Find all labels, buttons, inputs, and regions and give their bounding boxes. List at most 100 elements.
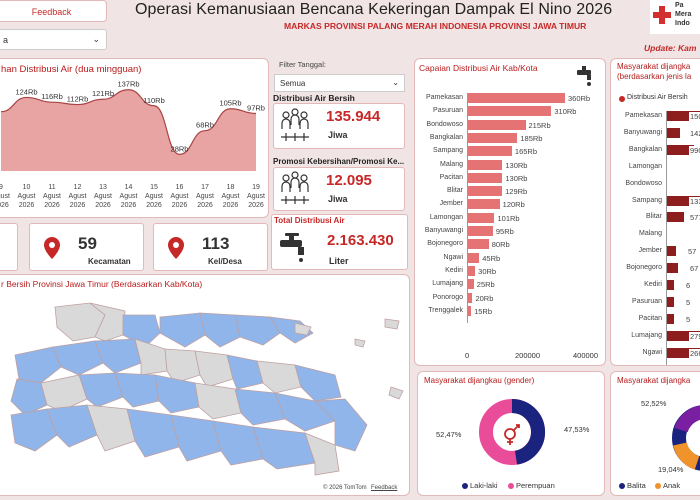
jenis-bar-value: 1330 <box>689 196 700 206</box>
kab-bar[interactable] <box>467 172 503 183</box>
map-region <box>354 338 366 348</box>
kab-bar-value: 95Rb <box>495 227 514 236</box>
legend-dot <box>619 96 625 102</box>
kab-bar[interactable] <box>467 305 472 316</box>
jenis-bar-value: 1509 <box>689 112 700 121</box>
jenis-bar[interactable] <box>666 212 684 223</box>
map-feedback-link[interactable]: Feedback <box>371 485 398 491</box>
map-region <box>40 374 88 412</box>
kab-bar[interactable] <box>467 159 503 170</box>
kab-panel: Capaian Distribusi Air Kab/Kota Pamekasa… <box>414 58 606 366</box>
location-pin-icon <box>168 237 184 259</box>
kab-bar-label: Lumajang <box>432 280 463 288</box>
kab-bar[interactable] <box>467 239 489 250</box>
jenis-bar[interactable] <box>666 330 700 341</box>
jenis-bar[interactable] <box>666 347 700 358</box>
jenis-bar[interactable] <box>666 111 700 121</box>
chevron-down-icon: ⌄ <box>392 78 399 87</box>
usia-panel: Masyarakat dijangka 52,52% 19,04% Balita… <box>610 371 700 496</box>
map-panel: r Bersih Provinsi Jawa Timur (Berdasarka… <box>0 274 410 496</box>
feedback-button[interactable]: Feedback <box>0 0 107 22</box>
map-region <box>256 360 302 394</box>
jenis-bar-value: 577 <box>689 213 700 223</box>
map-region <box>46 404 98 448</box>
jenis-bar-value: 142 <box>689 128 700 138</box>
jenis-bar[interactable] <box>666 195 700 206</box>
map-region <box>384 318 400 330</box>
jatim-map[interactable] <box>0 275 410 496</box>
jenis-bar-label: Pasuruan <box>632 297 662 305</box>
jenis-bar-label: Bangkalan <box>628 145 662 153</box>
jenis-bar[interactable] <box>666 127 680 138</box>
kpi-keldesa-card: 113 Kel/Desa <box>153 223 268 271</box>
trend-x-tick: 13 Agust 2026 <box>94 184 112 209</box>
map-region <box>194 382 242 420</box>
kab-bar-value: 30Rb <box>478 266 497 276</box>
jenis-bar[interactable] <box>666 144 694 155</box>
kab-bar-value: 129Rb <box>505 187 528 197</box>
jenis-bar[interactable] <box>666 280 674 290</box>
trend-x-tick: 19 Agust 2026 <box>247 184 265 209</box>
gender-title: Masyarakat dijangkau (gender) <box>424 376 535 385</box>
kab-bar[interactable] <box>467 212 495 223</box>
trend-data-label: 137Rb <box>117 80 139 89</box>
gender-label-laki: 47,53% <box>564 425 590 434</box>
people-network-icon <box>281 108 309 141</box>
jenis-bar-chart: Pamekasan 1509 Banyuwangi 142 Bangkalan 990 La… <box>611 111 700 365</box>
kpi-promosi-title: Promosi Kebersihan/Promosi Ke... <box>273 157 405 166</box>
jenis-bar-value: 2792 <box>689 331 700 341</box>
map-region <box>14 346 62 384</box>
kab-bar[interactable] <box>467 93 565 103</box>
jenis-bar-value: 5 <box>685 314 692 324</box>
kab-bar-value: 360Rb <box>568 94 591 103</box>
kab-bar-label: Sampang <box>433 147 463 155</box>
jenis-title: Masyarakat dijangka <box>617 62 691 71</box>
trend-data-label: 97Rb <box>247 103 265 112</box>
kpi-keldesa-label: Kel/Desa <box>208 257 242 266</box>
kab-bar[interactable] <box>467 292 473 303</box>
kab-bar[interactable] <box>467 199 500 210</box>
gender-panel: Masyarakat dijangkau (gender) 47,53% 52,… <box>417 371 605 496</box>
gender-donut-chart <box>479 398 546 465</box>
map-region <box>126 408 180 458</box>
kab-bar[interactable] <box>467 265 476 276</box>
donut-slice-laki <box>511 398 546 465</box>
region-dropdown[interactable]: a ⌄ <box>0 29 107 50</box>
kpi-air-unit: Jiwa <box>328 130 348 140</box>
kpi-air-card: 135.944 Jiwa <box>273 103 405 149</box>
kab-bar-value: 215Rb <box>528 120 551 130</box>
kab-bar[interactable] <box>467 106 552 117</box>
kab-title: Capaian Distribusi Air Kab/Kota <box>419 63 538 73</box>
date-filter-dropdown[interactable]: Semua ⌄ <box>274 74 405 92</box>
trend-x-tick: 12 Agust 2026 <box>68 184 87 209</box>
kab-bar[interactable] <box>467 226 493 236</box>
usia-legend-balita: Balita <box>627 481 646 490</box>
kab-bar-label: Pamekasan <box>426 94 463 101</box>
map-region <box>234 388 286 426</box>
map-region <box>10 378 48 416</box>
map-region <box>78 372 124 408</box>
map-region <box>269 316 314 344</box>
filter-label: Filter Tanggal: <box>279 60 326 69</box>
map-region <box>304 432 340 476</box>
kab-bar[interactable] <box>467 132 518 143</box>
kab-bar[interactable] <box>467 186 503 197</box>
kab-bar[interactable] <box>467 279 474 290</box>
kab-bar-label: Pacitan <box>439 173 463 181</box>
trend-x-tick: 11 Agust 2026 <box>43 184 61 209</box>
kab-bar-label: Banyuwangi <box>424 227 463 234</box>
jenis-bar-label: Pamekasan <box>625 112 662 119</box>
jenis-bar[interactable] <box>666 246 676 257</box>
trend-data-label: 121Rb <box>92 89 114 98</box>
kab-bar[interactable] <box>467 146 512 157</box>
usia-donut-chart <box>672 405 700 471</box>
jenis-bar[interactable] <box>666 296 674 307</box>
map-region <box>388 386 404 400</box>
kab-bar-label: Ngawi <box>443 253 463 261</box>
kab-bar[interactable] <box>467 119 526 130</box>
jenis-bar[interactable] <box>666 313 674 324</box>
kab-bar-value: 45Rb <box>482 253 501 263</box>
jenis-bar[interactable] <box>666 263 678 274</box>
kab-bar[interactable] <box>467 252 480 263</box>
